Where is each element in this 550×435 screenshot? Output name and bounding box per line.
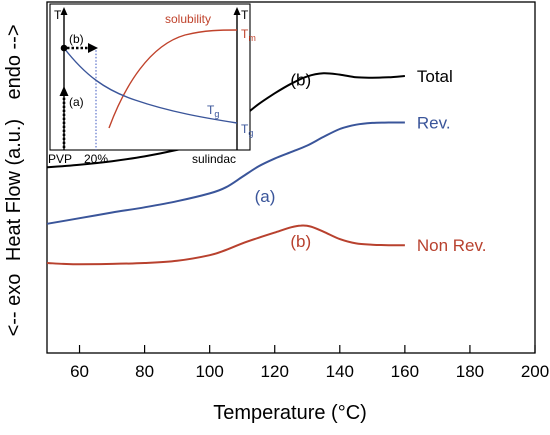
inset-frame (49, 3, 251, 151)
inset-diagram: T T (b) (a) solubility Tm Tg Tg PVP 20% … (48, 3, 256, 166)
series-line-rev (46, 121, 405, 225)
series-labels: Total Rev. Non Rev. (417, 67, 487, 255)
inset-tg-curve (63, 47, 238, 124)
y-axis-label-exo: <-- exo (3, 274, 25, 337)
series-label-total: Total (417, 67, 453, 86)
inset-left-axis-label: T (54, 8, 62, 22)
x-axis-ticks (78, 345, 536, 353)
inset-tg-right-label: Tg (241, 122, 253, 138)
x-tick-label-140: 140 (326, 362, 354, 381)
x-axis-label: Temperature (°C) (213, 402, 367, 424)
x-tick-label-160: 160 (391, 362, 419, 381)
inset-x-label-sulindac: sulindac (192, 152, 236, 166)
x-tick-label-180: 180 (456, 362, 484, 381)
x-tick-label-120: 120 (261, 362, 289, 381)
annotation-nonrev-0: (b) (290, 232, 311, 251)
series-lines (46, 72, 405, 266)
inset-arrow-b-head-icon (88, 43, 98, 53)
annotation-rev-0: (a) (255, 187, 276, 206)
inset-x-label-pvp: PVP (48, 152, 72, 166)
x-tick-label-200: 200 (521, 362, 549, 381)
x-tick-label-100: 100 (195, 362, 223, 381)
inset-arrow-b-label: (b) (69, 32, 84, 46)
inset-arrow-a-head-icon (59, 86, 69, 96)
x-tick-label-80: 80 (135, 362, 154, 381)
inset-tg-label: Tg (207, 103, 219, 119)
inset-right-axis-arrow-icon (233, 7, 241, 15)
x-tick-label-60: 60 (70, 362, 89, 381)
inset-tm-label: Tm (241, 27, 256, 43)
inset-left-axis-arrow-icon (60, 7, 68, 15)
series-line-nonrev (46, 224, 405, 266)
inset-solubility-label: solubility (165, 12, 211, 26)
y-axis-label-endo: endo --> (3, 24, 25, 99)
inset-solubility-curve (108, 29, 238, 129)
annotation-total-1: (b) (290, 71, 311, 90)
y-axis-label: Heat Flow (a.u.) (3, 119, 25, 261)
series-label-nonrev: Non Rev. (417, 236, 487, 255)
inset-intersection-point (60, 44, 68, 52)
inset-right-axis-label: T (241, 8, 249, 22)
series-line-total (46, 72, 405, 169)
inset-x-label-20-percent: 20% (84, 152, 108, 166)
inset-arrow-a-label: (a) (69, 95, 84, 109)
series-label-rev: Rev. (417, 113, 451, 132)
plot-frame (46, 1, 536, 354)
x-axis-tick-labels: 60 80 100 120 140 160 180 200 (70, 362, 549, 381)
